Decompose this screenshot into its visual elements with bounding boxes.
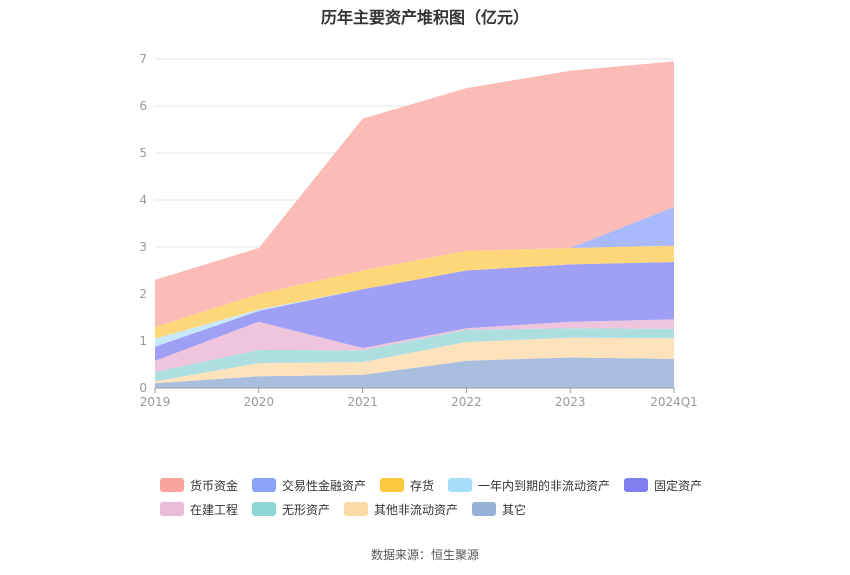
legend-label: 一年内到期的非流动资产 [478, 478, 611, 493]
x-tick-label: 2019 [140, 395, 171, 409]
y-tick-label: 4 [139, 193, 147, 207]
x-tick-label: 2023 [555, 395, 586, 409]
y-tick-label: 7 [139, 52, 147, 66]
stacked-areas [155, 61, 674, 388]
legend-label: 货币资金 [190, 478, 239, 493]
y-tick-label: 6 [139, 99, 147, 113]
legend-item[interactable]: 固定资产 [624, 477, 702, 494]
legend-label: 在建工程 [190, 502, 239, 517]
legend-label: 交易性金融资产 [282, 478, 367, 493]
chart-title: 历年主要资产堆积图（亿元） [320, 8, 529, 27]
data-source: 数据来源：恒生聚源 [370, 548, 479, 562]
area-series [155, 245, 674, 339]
y-tick-label: 3 [139, 240, 147, 254]
x-tick-label: 2020 [244, 395, 275, 409]
legend-item[interactable]: 货币资金 [160, 477, 238, 494]
x-tick-label: 2024Q1 [650, 395, 698, 409]
legend-item[interactable]: 一年内到期的非流动资产 [448, 477, 610, 494]
legend-swatch [160, 502, 184, 516]
y-tick-label: 2 [139, 287, 147, 301]
axes: 0 1 2 3 4 5 6 7 2019 2020 2021 2022 2023 2024Q1 [139, 52, 697, 409]
legend-swatch [380, 478, 405, 492]
legend-label: 固定资产 [654, 478, 703, 493]
area-series [155, 337, 674, 384]
legend-swatch [160, 478, 184, 492]
legend-swatch [344, 502, 369, 516]
legend-swatch [252, 478, 277, 492]
legend: 货币资金 交易性金融资产 存货 一年内到期的非流动资产 固定资产在建工程 无形资产 其他非流… [160, 473, 720, 521]
area-series [155, 357, 674, 388]
area-series [155, 319, 674, 373]
y-tick-label: 1 [139, 334, 147, 348]
legend-swatch [252, 502, 277, 516]
x-tick-label: 2021 [347, 395, 378, 409]
legend-label: 无形资产 [282, 502, 331, 517]
legend-label: 其它 [502, 502, 527, 517]
legend-swatch [472, 502, 497, 516]
y-tick-label: 0 [139, 381, 147, 395]
legend-item[interactable]: 交易性金融资产 [252, 477, 366, 494]
legend-item[interactable]: 其他非流动资产 [344, 501, 458, 518]
legend-item[interactable]: 在建工程 [160, 501, 238, 518]
area-series [155, 328, 674, 382]
legend-swatch [624, 478, 649, 492]
legend-label: 其他非流动资产 [374, 502, 459, 517]
area-series [155, 61, 674, 327]
legend-row: 在建工程 无形资产 其他非流动资产 其它 [160, 497, 720, 521]
legend-label: 存货 [410, 478, 435, 493]
legend-item[interactable]: 无形资产 [252, 501, 330, 518]
y-tick-label: 5 [139, 146, 147, 160]
area-series [155, 262, 674, 361]
legend-item[interactable]: 存货 [380, 477, 434, 494]
legend-item[interactable]: 其它 [472, 501, 526, 518]
x-tick-label: 2022 [451, 395, 482, 409]
legend-swatch [448, 478, 473, 492]
legend-row: 货币资金 交易性金融资产 存货 一年内到期的非流动资产 固定资产 [160, 473, 720, 497]
